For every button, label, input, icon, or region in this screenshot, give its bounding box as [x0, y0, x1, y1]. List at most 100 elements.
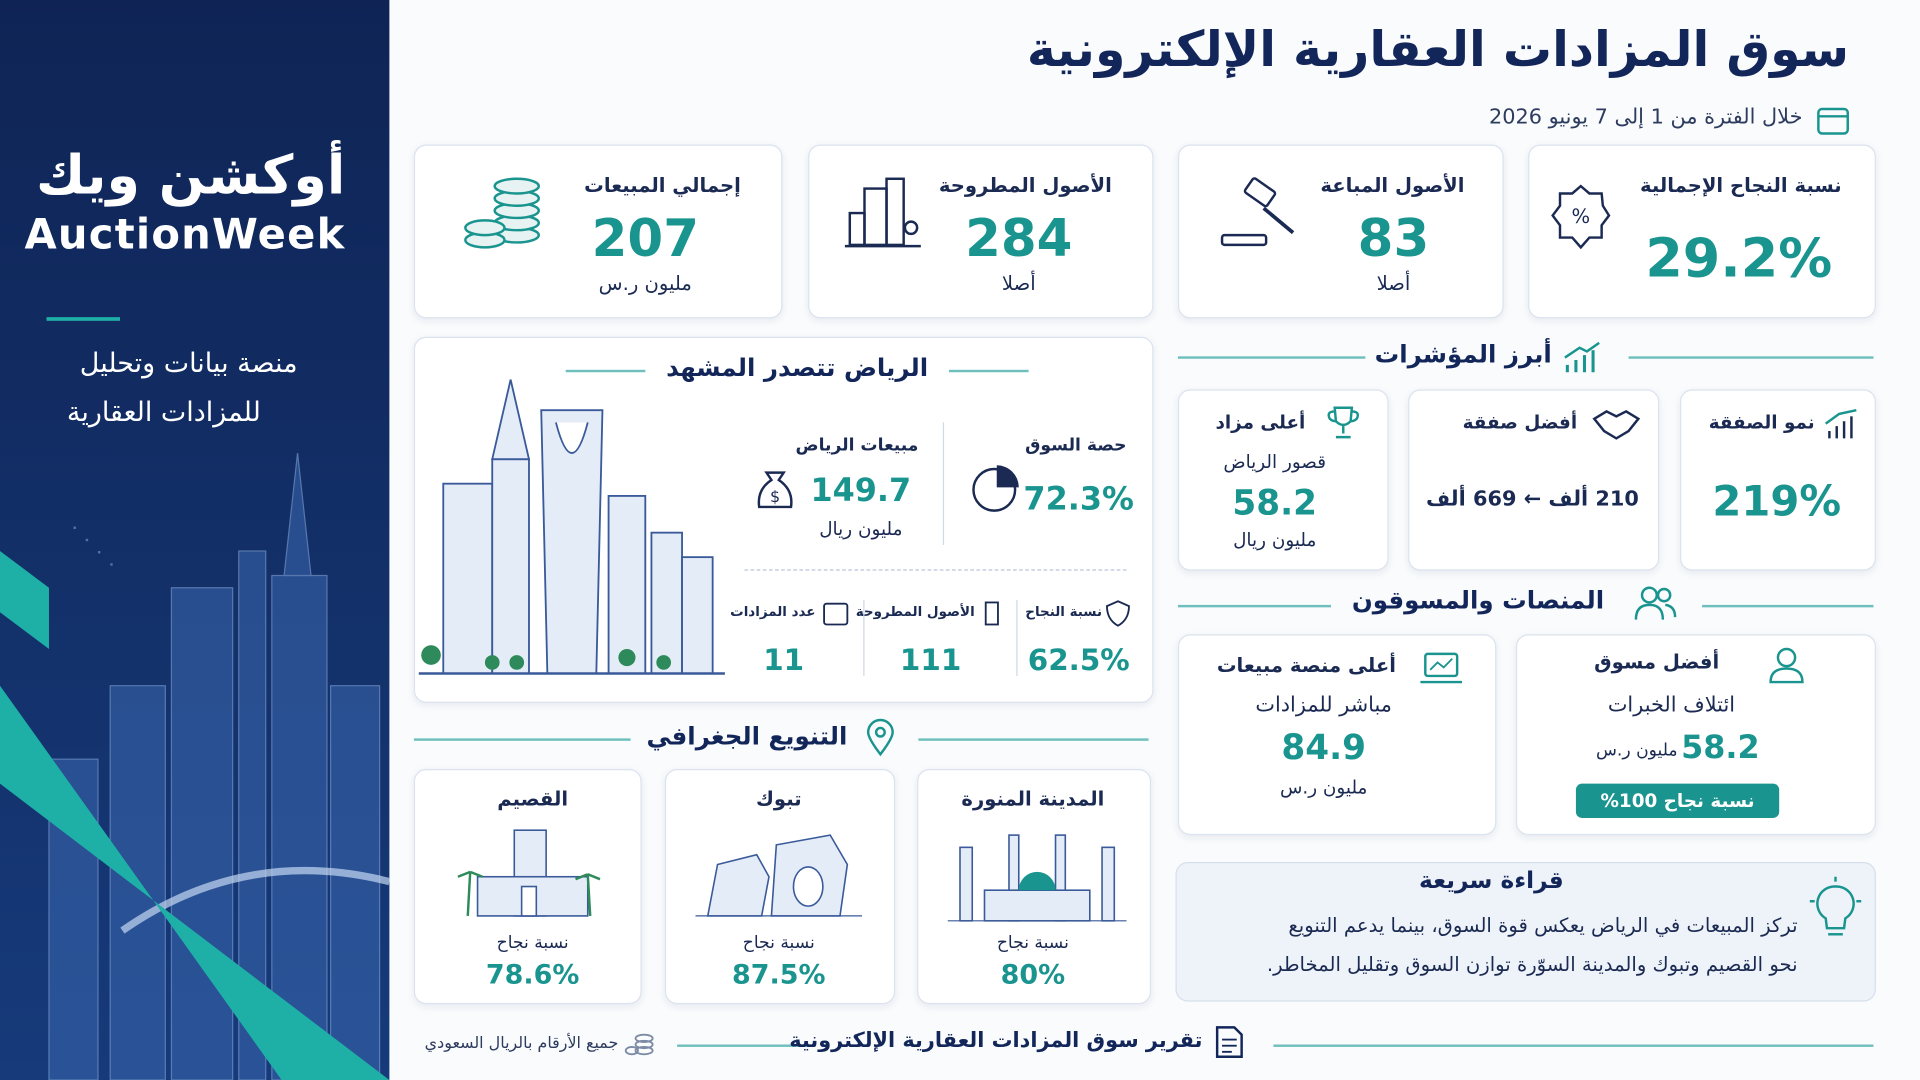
indicator-value: 58.2 [1232, 482, 1317, 523]
kpi-value: 207 [591, 208, 699, 269]
region-label: نسبة نجاح [996, 933, 1069, 953]
kpi-label: الأصول المباعة [1320, 173, 1465, 198]
trophy-icon [1327, 406, 1360, 439]
divider [863, 600, 865, 676]
kpi-card [1177, 144, 1504, 319]
footer-report: تقرير سوق المزادات العقارية الإلكترونية [789, 1028, 1203, 1054]
rule [1702, 604, 1874, 608]
indicator-value: 210 ألف ← 669 ألف [1426, 487, 1639, 512]
kpi-value: 83 [1357, 208, 1430, 269]
rock-illustration [695, 834, 863, 917]
person-icon [1769, 647, 1804, 684]
pin-icon [866, 718, 894, 757]
mosque-illustration [947, 834, 1127, 922]
coins-icon [464, 177, 541, 249]
stat-label: عدد المزادات [730, 603, 816, 620]
sidebar-skyline [0, 452, 391, 1080]
logo-english: AuctionWeek [24, 210, 346, 260]
rule [1273, 1044, 1874, 1047]
bulb-icon [1809, 876, 1862, 936]
shield-icon [1106, 600, 1130, 627]
quick-read-box [1175, 862, 1876, 1002]
section-title: التنويع الجغرافي [646, 721, 848, 751]
card-name: ائتلاف الخبرات [1607, 693, 1736, 718]
region-label: نسبة نجاح [496, 933, 569, 953]
rule [413, 738, 631, 741]
kpi-card [808, 144, 1154, 319]
rule [1177, 604, 1332, 608]
stat-label: نسبة النجاح [1025, 603, 1103, 620]
region-value: 78.6% [485, 960, 580, 991]
coins-icon [624, 1033, 654, 1056]
kpi-unit: أصلا [1001, 271, 1036, 296]
rule [1628, 356, 1874, 359]
building-icon [984, 601, 999, 626]
handshake-icon [1592, 410, 1641, 440]
section-title: المنصات والمسوقون [1351, 585, 1605, 615]
card-label: أفضل مسوق [1594, 650, 1720, 674]
section-title: أبرز المؤشرات [1374, 339, 1552, 369]
calendar-icon [1817, 107, 1849, 135]
period: خلال الفترة من 1 إلى 7 يونيو 2026 [1489, 105, 1803, 130]
region-name: المدينة المنورة [961, 787, 1105, 811]
region-name: القصيم [497, 787, 569, 811]
rule [677, 1044, 812, 1047]
kpi-label: الأصول المطروحة [938, 173, 1112, 198]
svg-text:$: $ [770, 487, 780, 506]
buildings-icon [844, 177, 921, 248]
fort-illustration [457, 829, 601, 917]
tagline: للمزادات العقارية [66, 397, 261, 429]
logo-arabic: أوكشن ويك [36, 144, 346, 207]
divider [1016, 600, 1018, 676]
region-value: 80% [1000, 960, 1066, 991]
tagline: منصة بيانات وتحليل [79, 348, 298, 380]
card-value: 84.9 [1281, 727, 1366, 768]
kpi-card [1528, 144, 1876, 319]
region-name: تبوك [755, 787, 802, 811]
money-bag-icon: $ [757, 471, 793, 509]
stat-value: 11 [763, 642, 805, 678]
stat-unit: مليون ريال [819, 517, 903, 541]
stat-value: 62.5% [1027, 642, 1130, 678]
percent-icon: % [1551, 184, 1611, 250]
people-icon [1634, 586, 1677, 620]
quick-read-title: قراءة سريعة [1419, 866, 1564, 894]
region-value: 87.5% [732, 960, 826, 991]
divider [942, 422, 945, 545]
indicator-card [1680, 389, 1876, 571]
rule [565, 369, 646, 373]
indicator-card [1408, 389, 1660, 571]
indicator-name: قصور الرياض [1223, 450, 1327, 473]
indicator-unit: مليون ريال [1233, 528, 1317, 552]
kpi-label: نسبة النجاح الإجمالية [1639, 173, 1842, 198]
stat-value: 149.7 [810, 472, 912, 510]
quick-read-line: تركز المبيعات في الرياض يعكس قوة السوق، … [1288, 913, 1798, 937]
gavel-icon [1220, 177, 1295, 247]
laptop-icon [1420, 652, 1463, 684]
rule [918, 738, 1149, 741]
rule [948, 369, 1029, 373]
indicator-label: نمو الصفقة [1708, 411, 1815, 434]
card-unit: مليون ر.س [1595, 740, 1678, 761]
divider [744, 569, 1127, 571]
riyadh-panel [413, 336, 1154, 703]
card-unit: مليون ر.س [1279, 776, 1368, 799]
kpi-value: 29.2% [1645, 227, 1833, 291]
footer-note: جميع الأرقام بالريال السعودي [424, 1034, 619, 1054]
stat-value: 111 [899, 642, 962, 678]
section-title: الرياض تتصدر المشهد [666, 352, 929, 383]
kpi-unit: أصلا [1376, 271, 1411, 296]
kpi-unit: مليون ر.س [598, 271, 692, 296]
title: سوق المزادات العقارية الإلكترونية [1026, 22, 1849, 79]
quick-read-line: نحو القصيم وتبوك والمدينة السوّرة توازن … [1266, 952, 1798, 976]
stat-label: حصة السوق [1025, 435, 1127, 456]
chart-icon [1564, 341, 1600, 373]
kpi-label: إجمالي المبيعات [584, 173, 741, 198]
indicator-label: أعلى مزاد [1215, 411, 1306, 434]
growth-icon [1824, 409, 1857, 439]
indicator-label: أفضل صفقة [1462, 411, 1578, 434]
card-name: مباشر للمزادات [1255, 693, 1392, 718]
pie-icon [972, 465, 1019, 512]
card-label: أعلى منصة مبيعات [1216, 653, 1396, 678]
